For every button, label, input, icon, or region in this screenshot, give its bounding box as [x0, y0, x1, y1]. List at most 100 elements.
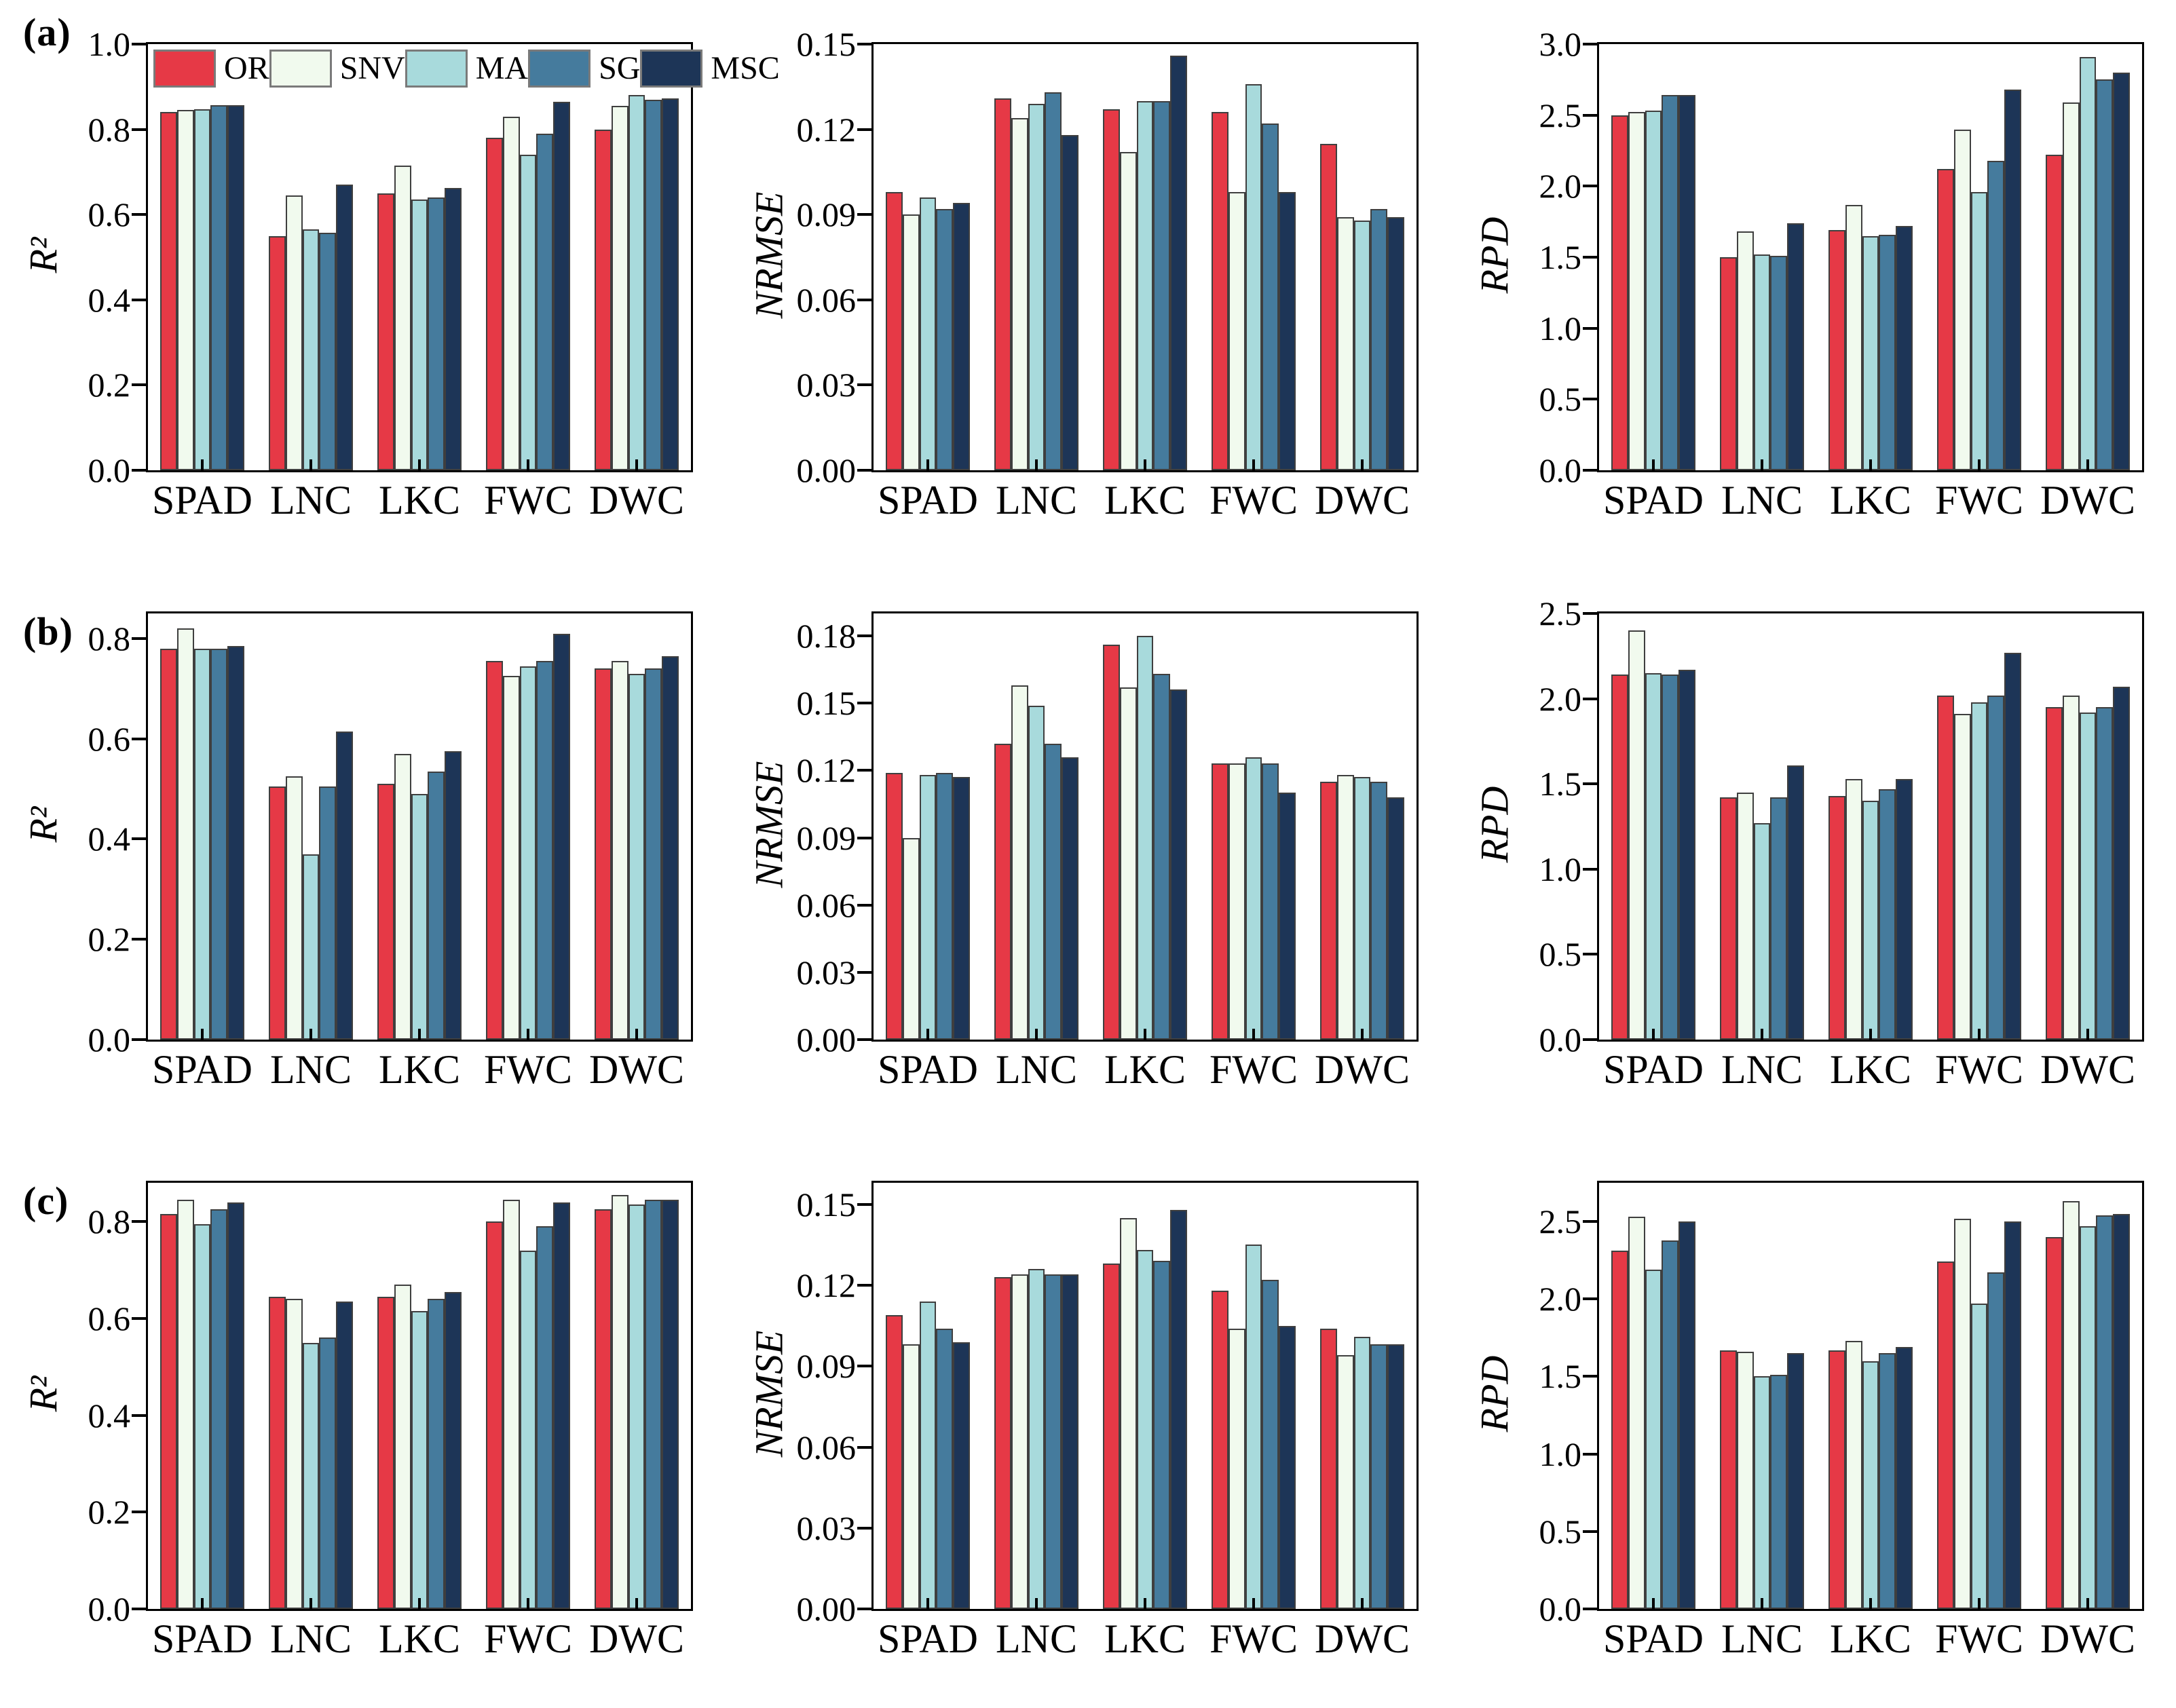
- x-tick-mark: [1361, 1029, 1364, 1040]
- category-label-DWC: DWC: [1315, 478, 1410, 523]
- bar-SNV-LKC: [1119, 687, 1137, 1040]
- bar-MA-SPAD: [1645, 672, 1662, 1040]
- bar-OR-LKC: [377, 193, 394, 470]
- legend-swatch-MSC: [640, 50, 703, 88]
- y-tick-label: 0.03: [796, 953, 857, 991]
- y-tick-label: 0.0: [1539, 1021, 1582, 1059]
- y-tick-mark: [857, 1608, 871, 1610]
- y-tick-label: 0.00: [796, 451, 857, 489]
- category-label-SPAD: SPAD: [878, 1047, 978, 1092]
- y-tick-mark: [132, 1038, 146, 1041]
- bar-SG-DWC: [645, 99, 662, 470]
- bar-SNV-LNC: [285, 776, 303, 1040]
- bar-OR-SPAD: [1611, 115, 1628, 470]
- chart-c-rpd: RPD 0.0 0.5 1.0 1.5 2.0 2.5 SPAD LNC LKC FWC DWC: [1451, 1139, 2176, 1708]
- bar-SG-FWC: [1262, 1280, 1279, 1609]
- bar-MSC-DWC: [662, 1199, 679, 1609]
- bar-OR-SPAD: [885, 772, 903, 1040]
- bar-SG-SPAD: [936, 1328, 954, 1609]
- category-label-LNC: LNC: [1721, 478, 1803, 523]
- y-tick-mark: [1583, 1297, 1597, 1301]
- y-tick-label: 0.03: [796, 1508, 857, 1547]
- y-tick-mark: [1583, 1452, 1597, 1456]
- y-tick-mark: [857, 1526, 871, 1530]
- y-tick-mark: [132, 213, 146, 216]
- y-tick-label: 0.5: [1539, 380, 1582, 419]
- bar-OR-DWC: [2045, 155, 2063, 470]
- plot-area: 0.0 0.2 0.4 0.6 0.8 1.0 SPAD LNC LKC FWC DWC OR SNV M…: [88, 26, 780, 520]
- y-tick-label: 0.15: [796, 684, 857, 723]
- y-tick-mark: [857, 43, 871, 45]
- bar-MA-LNC: [1753, 254, 1771, 470]
- chart-c-nrmse: NRMSE 0.00 0.03 0.06 0.09 0.12 0.15 SPAD LNC LKC…: [726, 1139, 1451, 1708]
- bar-MA-LKC: [1862, 235, 1879, 470]
- bar-OR-LNC: [1719, 797, 1737, 1040]
- legend-item-MA: MA: [405, 50, 528, 88]
- bar-MA-DWC: [1353, 777, 1371, 1040]
- x-tick-mark: [1869, 1598, 1872, 1609]
- chart-a-nrmse: NRMSE 0.00 0.03 0.06 0.09 0.12 0.15 SPAD LNC LKC…: [726, 0, 1451, 569]
- bar-MSC-FWC: [1279, 191, 1296, 470]
- y-tick-mark: [857, 970, 871, 974]
- bar-OR-LKC: [1102, 645, 1120, 1040]
- y-tick-mark: [857, 383, 871, 387]
- bar-MA-DWC: [1353, 220, 1371, 470]
- bar-MA-LKC: [1862, 1361, 1879, 1609]
- bar-MA-LKC: [411, 1311, 428, 1609]
- y-tick-mark: [857, 836, 871, 839]
- bar-SNV-LNC: [1011, 1274, 1028, 1609]
- bar-SG-DWC: [645, 1199, 662, 1609]
- category-label-LKC: LKC: [379, 1047, 460, 1092]
- bar-MA-FWC: [1970, 1304, 1988, 1609]
- x-tick-mark: [635, 1029, 638, 1040]
- category-label-SPAD: SPAD: [152, 1047, 252, 1092]
- y-tick-label: 0.12: [796, 1266, 857, 1305]
- y-tick-mark: [132, 298, 146, 301]
- bar-SNV-SPAD: [176, 110, 194, 470]
- y-tick-label: 0.12: [796, 110, 857, 149]
- y-tick-mark: [857, 1445, 871, 1449]
- x-tick-mark: [1652, 1029, 1655, 1040]
- legend-item-SNV: SNV: [269, 50, 405, 88]
- bar-MA-LKC: [411, 200, 428, 470]
- y-tick-label: 0.5: [1539, 935, 1582, 974]
- x-tick-mark: [1978, 1029, 1981, 1040]
- bar-OR-FWC: [1936, 169, 1954, 470]
- bar-SG-DWC: [2096, 79, 2114, 470]
- category-label-LKC: LKC: [379, 478, 460, 523]
- legend-item-SG: SG: [528, 50, 640, 88]
- bar-SNV-SPAD: [176, 628, 194, 1040]
- y-tick-label: 2.0: [1539, 1280, 1582, 1318]
- x-tick-mark: [309, 1029, 312, 1040]
- bar-MA-SPAD: [1645, 111, 1662, 470]
- bar-MA-SPAD: [919, 1301, 937, 1609]
- y-axis-label: R²: [21, 1375, 66, 1412]
- category-label-LKC: LKC: [1104, 478, 1186, 523]
- y-tick-mark: [1583, 398, 1597, 401]
- legend-swatch-SG: [528, 50, 591, 88]
- y-tick-mark: [132, 1511, 146, 1514]
- y-tick-label: 0.09: [796, 818, 857, 857]
- chart-b-r2: (b) R² 0.0 0.2 0.4 0.6 0.8 SPAD LNC LKC FWC DWC: [0, 569, 726, 1139]
- bar-SG-LKC: [428, 771, 445, 1040]
- legend-label: SNV: [339, 50, 405, 86]
- bar-MA-FWC: [1245, 1245, 1262, 1609]
- bar-SNV-LKC: [394, 165, 411, 470]
- plot-area: 0.00 0.03 0.06 0.09 0.12 0.15 0.18 SPAD LNC LKC FW…: [797, 611, 1419, 1090]
- bar-MA-SPAD: [193, 109, 211, 470]
- x-tick-mark: [1252, 459, 1255, 470]
- bar-MSC-LNC: [1062, 134, 1079, 470]
- bar-SNV-LKC: [1119, 1217, 1137, 1609]
- bar-MSC-DWC: [662, 98, 679, 470]
- bar-OR-SPAD: [1611, 1251, 1628, 1609]
- bar-MSC-LKC: [1170, 689, 1188, 1040]
- bar-OR-SPAD: [885, 1314, 903, 1609]
- bar-SNV-DWC: [1336, 1355, 1354, 1609]
- x-tick-mark: [1144, 1598, 1146, 1609]
- bar-MSC-LNC: [336, 731, 354, 1040]
- bar-SNV-LKC: [1845, 778, 1862, 1040]
- y-tick-label: 0.15: [796, 1185, 857, 1223]
- y-tick-label: 0.12: [796, 751, 857, 790]
- x-tick-mark: [926, 1029, 929, 1040]
- y-tick-label: 0.2: [88, 920, 131, 959]
